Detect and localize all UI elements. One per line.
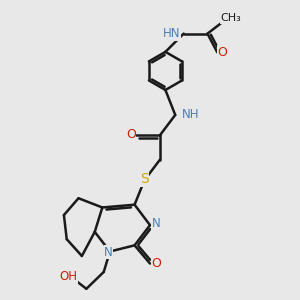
Text: HN: HN [163,27,180,40]
Text: N: N [152,217,161,230]
Text: NH: NH [182,109,200,122]
Text: CH₃: CH₃ [220,13,241,23]
Text: S: S [140,172,149,186]
Text: O: O [218,46,227,59]
Text: O: O [151,257,161,270]
Text: N: N [104,246,113,259]
Text: O: O [126,128,136,140]
Text: OH: OH [60,270,78,283]
